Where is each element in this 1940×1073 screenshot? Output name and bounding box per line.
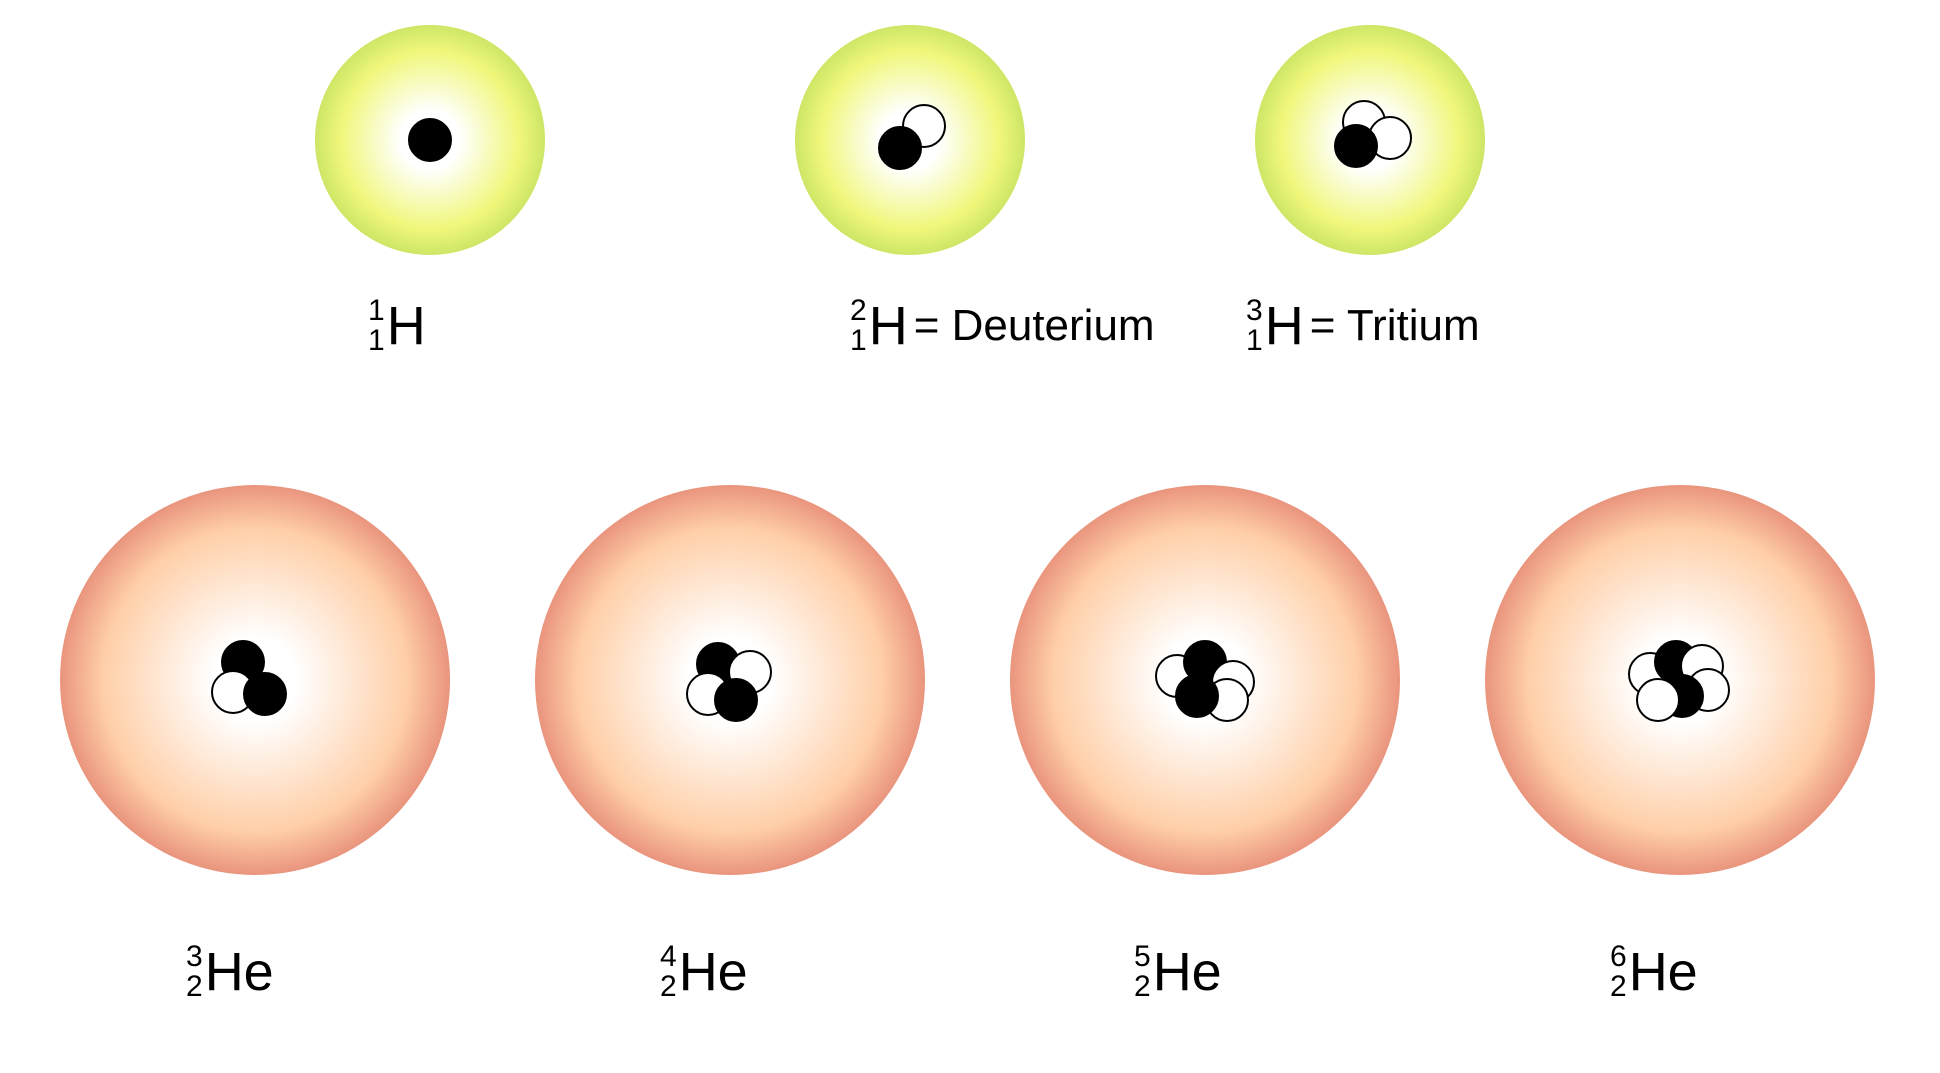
h2-isotope-name: = Deuterium xyxy=(914,304,1155,348)
h1-element-symbol: H xyxy=(387,299,426,353)
isotope-diagram: 11H21H = Deuterium31H = Tritium32He42He5… xyxy=(0,0,1940,1073)
he6-atomic-number: 2 xyxy=(1610,972,1627,1002)
he5-element-symbol: He xyxy=(1153,945,1222,999)
he6-label: 62He xyxy=(1610,942,1698,1002)
he4-atomic-number: 2 xyxy=(660,972,677,1002)
h3-isotope-name: = Tritium xyxy=(1310,304,1480,348)
he3-label: 32He xyxy=(186,942,274,1002)
he6-neutron-5 xyxy=(1636,678,1680,722)
h1-label: 11H xyxy=(368,296,426,356)
he5-mass-z-stack: 52 xyxy=(1134,942,1151,1002)
he4-label: 42He xyxy=(660,942,748,1002)
he3-element-symbol: He xyxy=(205,945,274,999)
h1-proton-0 xyxy=(408,118,452,162)
he4-element-symbol: He xyxy=(679,945,748,999)
he5-label: 52He xyxy=(1134,942,1222,1002)
h1-atomic-number: 1 xyxy=(368,326,385,356)
he4-mass-number: 4 xyxy=(660,942,677,972)
h2-element-symbol: H xyxy=(869,299,908,353)
h3-proton-2 xyxy=(1334,124,1378,168)
h2-mass-number: 2 xyxy=(850,296,867,326)
he5-proton-4 xyxy=(1175,674,1219,718)
he5-atomic-number: 2 xyxy=(1134,972,1151,1002)
h2-atomic-number: 1 xyxy=(850,326,867,356)
he4-proton-3 xyxy=(714,678,758,722)
he6-mass-number: 6 xyxy=(1610,942,1627,972)
he3-mass-number: 3 xyxy=(186,942,203,972)
he6-element-symbol: He xyxy=(1629,945,1698,999)
h3-mass-number: 3 xyxy=(1246,296,1263,326)
h1-mass-number: 1 xyxy=(368,296,385,326)
h2-label: 21H = Deuterium xyxy=(850,296,1155,356)
he3-atomic-number: 2 xyxy=(186,972,203,1002)
he3-proton-2 xyxy=(243,672,287,716)
he6-mass-z-stack: 62 xyxy=(1610,942,1627,1002)
h3-label: 31H = Tritium xyxy=(1246,296,1480,356)
he3-mass-z-stack: 32 xyxy=(186,942,203,1002)
h3-mass-z-stack: 31 xyxy=(1246,296,1263,356)
h3-atomic-number: 1 xyxy=(1246,326,1263,356)
h2-mass-z-stack: 21 xyxy=(850,296,867,356)
he5-mass-number: 5 xyxy=(1134,942,1151,972)
h1-mass-z-stack: 11 xyxy=(368,296,385,356)
he4-mass-z-stack: 42 xyxy=(660,942,677,1002)
h3-element-symbol: H xyxy=(1265,299,1304,353)
h2-proton-1 xyxy=(878,126,922,170)
